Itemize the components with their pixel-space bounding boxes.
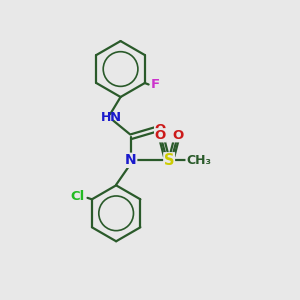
Text: O: O bbox=[155, 123, 166, 136]
Text: N: N bbox=[110, 111, 121, 124]
Text: S: S bbox=[164, 153, 174, 168]
Text: N: N bbox=[125, 153, 137, 167]
Text: CH₃: CH₃ bbox=[186, 154, 211, 167]
Text: H: H bbox=[100, 111, 111, 124]
Text: O: O bbox=[172, 129, 184, 142]
Text: Cl: Cl bbox=[70, 190, 84, 203]
Text: F: F bbox=[151, 78, 160, 91]
Text: O: O bbox=[155, 129, 166, 142]
